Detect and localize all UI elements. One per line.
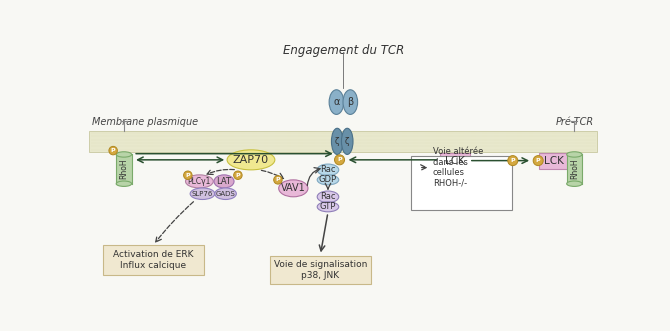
Ellipse shape [567, 152, 582, 157]
FancyBboxPatch shape [270, 256, 371, 284]
Ellipse shape [116, 152, 131, 157]
Text: P: P [536, 158, 541, 163]
FancyBboxPatch shape [539, 153, 569, 169]
Text: Engagement du TCR: Engagement du TCR [283, 44, 404, 57]
Bar [567, 155, 582, 184]
Circle shape [334, 155, 344, 165]
Ellipse shape [317, 202, 339, 212]
Ellipse shape [116, 181, 131, 186]
Text: GDP: GDP [319, 175, 337, 184]
Ellipse shape [317, 175, 339, 185]
Circle shape [273, 176, 282, 184]
Text: ζ: ζ [335, 137, 340, 146]
Circle shape [109, 146, 117, 155]
Text: RhoH: RhoH [119, 159, 129, 179]
Text: P: P [186, 173, 190, 178]
Text: SLP76: SLP76 [192, 191, 213, 197]
Ellipse shape [317, 191, 339, 203]
Text: Voie altérée
dans les
cellules
RHOH-/-: Voie altérée dans les cellules RHOH-/- [433, 147, 483, 188]
FancyBboxPatch shape [440, 153, 470, 169]
Ellipse shape [342, 128, 353, 155]
Circle shape [184, 171, 192, 179]
Text: Pré-TCR: Pré-TCR [555, 118, 594, 127]
Text: GADS: GADS [216, 191, 235, 197]
Text: ζ: ζ [345, 137, 350, 146]
Ellipse shape [190, 188, 215, 200]
Text: VAV1: VAV1 [281, 183, 306, 193]
Ellipse shape [227, 150, 275, 170]
Text: Voie de signalisation
p38, JNK: Voie de signalisation p38, JNK [273, 260, 367, 280]
Ellipse shape [329, 90, 344, 115]
FancyBboxPatch shape [411, 156, 512, 210]
Circle shape [234, 171, 242, 179]
Text: PLCγ1: PLCγ1 [188, 177, 211, 186]
Text: LCK: LCK [543, 156, 563, 166]
Ellipse shape [215, 188, 237, 200]
Text: β: β [347, 97, 354, 107]
Circle shape [508, 156, 518, 166]
Text: ZAP70: ZAP70 [233, 155, 269, 165]
Text: LCK: LCK [445, 156, 465, 166]
Ellipse shape [186, 175, 213, 188]
Text: LAT: LAT [216, 177, 232, 186]
Ellipse shape [567, 181, 582, 186]
Ellipse shape [214, 175, 234, 188]
Text: Membrane plasmique: Membrane plasmique [92, 118, 198, 127]
Text: P: P [236, 173, 241, 178]
Text: α: α [333, 97, 340, 107]
Bar [116, 155, 131, 184]
Circle shape [533, 156, 543, 166]
Ellipse shape [332, 128, 343, 155]
Text: RhoH: RhoH [570, 159, 579, 179]
FancyBboxPatch shape [103, 245, 204, 275]
Text: Activation de ERK
Influx calcique: Activation de ERK Influx calcique [113, 250, 194, 270]
Ellipse shape [279, 180, 308, 197]
Text: GTP: GTP [320, 202, 336, 211]
Ellipse shape [317, 164, 339, 176]
Text: P: P [275, 177, 280, 182]
Ellipse shape [343, 90, 358, 115]
Text: P: P [337, 157, 342, 162]
Bar [89, 131, 598, 152]
Text: P: P [111, 148, 115, 153]
Text: Rac: Rac [320, 166, 336, 174]
Text: P: P [511, 158, 515, 163]
Text: Rac: Rac [320, 192, 336, 201]
